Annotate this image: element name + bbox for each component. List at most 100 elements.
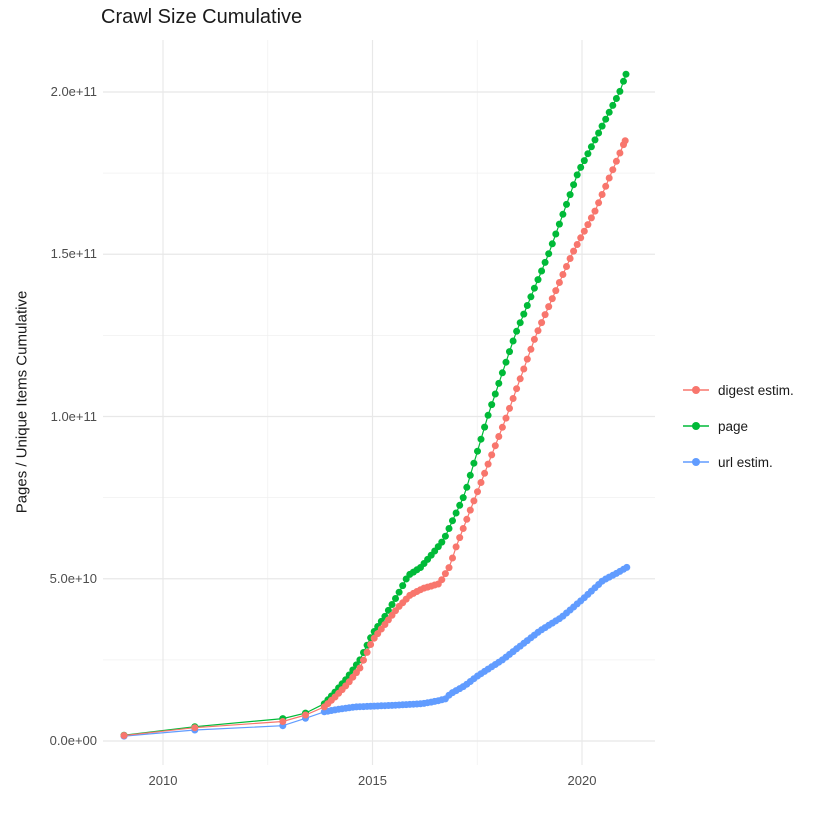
data-point-page bbox=[577, 163, 585, 171]
x-tick-label-2020: 2020 bbox=[567, 773, 597, 788]
data-point-digest-estim bbox=[481, 469, 489, 477]
data-point-page bbox=[573, 171, 581, 179]
data-point-digest-estim bbox=[459, 525, 467, 532]
data-point-page bbox=[470, 459, 478, 467]
data-point-digest-estim bbox=[509, 395, 517, 402]
legend: digest estim. page url estim. bbox=[683, 372, 794, 480]
legend-item-page: page bbox=[683, 408, 794, 444]
data-point-digest-estim bbox=[598, 191, 606, 198]
legend-label: digest estim. bbox=[718, 382, 794, 398]
legend-key-url-estim-icon bbox=[683, 458, 709, 466]
data-point-digest-estim bbox=[452, 543, 460, 551]
data-point-digest-estim bbox=[356, 664, 364, 672]
data-point-page bbox=[616, 87, 624, 95]
data-point-digest-estim bbox=[456, 534, 464, 542]
data-point-page bbox=[516, 319, 524, 327]
data-point-page bbox=[509, 337, 517, 345]
data-point-page bbox=[584, 150, 592, 158]
data-point-page bbox=[609, 101, 617, 109]
y-tick-label-5-0e-10: 5.0e+10 bbox=[49, 570, 97, 586]
data-point-page bbox=[566, 191, 574, 199]
data-point-page bbox=[459, 494, 467, 502]
data-point-page bbox=[559, 210, 567, 218]
data-point-digest-estim bbox=[566, 255, 574, 262]
data-point-page bbox=[591, 136, 599, 144]
data-point-digest-estim bbox=[516, 375, 524, 383]
data-point-digest-estim bbox=[538, 319, 546, 327]
data-point-digest-estim bbox=[527, 345, 535, 353]
data-point-digest-estim bbox=[616, 149, 624, 157]
data-point-page bbox=[587, 143, 595, 151]
data-point-digest-estim bbox=[279, 718, 287, 725]
chart-title: Crawl Size Cumulative bbox=[101, 6, 303, 28]
data-point-digest-estim bbox=[523, 355, 531, 363]
data-point-page bbox=[580, 157, 588, 165]
data-point-page bbox=[484, 411, 492, 419]
data-point-page bbox=[538, 267, 546, 275]
data-point-digest-estim bbox=[612, 157, 620, 165]
data-point-digest-estim bbox=[470, 497, 478, 505]
data-point-page bbox=[481, 423, 489, 431]
data-point-page bbox=[548, 240, 556, 248]
data-point-digest-estim bbox=[488, 451, 496, 459]
legend-item-digest-estim: digest estim. bbox=[683, 372, 794, 408]
data-point-page bbox=[520, 310, 528, 318]
data-point-digest-estim bbox=[466, 506, 474, 514]
x-tick-label-2010: 2010 bbox=[148, 773, 178, 788]
data-point-page bbox=[612, 95, 620, 102]
data-point-digest-estim bbox=[495, 433, 503, 440]
data-point-digest-estim bbox=[302, 711, 309, 719]
data-point-digest-estim bbox=[530, 335, 538, 343]
data-point-page bbox=[620, 77, 627, 85]
legend-label: page bbox=[718, 418, 749, 434]
y-tick-label-2-0e-11: 2.0e+11 bbox=[50, 84, 97, 99]
data-point-digest-estim bbox=[563, 263, 570, 270]
data-point-digest-estim bbox=[552, 287, 560, 295]
data-point-page bbox=[463, 483, 471, 491]
data-point-page bbox=[477, 435, 485, 443]
data-point-digest-estim bbox=[441, 570, 449, 578]
data-point-page bbox=[491, 390, 499, 398]
data-point-digest-estim bbox=[360, 656, 367, 664]
data-point-digest-estim bbox=[591, 207, 599, 215]
data-point-page bbox=[506, 348, 513, 356]
data-point-page bbox=[555, 220, 563, 228]
data-point-page bbox=[530, 284, 538, 292]
data-point-digest-estim bbox=[474, 488, 481, 496]
data-point-page bbox=[498, 369, 506, 377]
data-point-page bbox=[552, 230, 560, 238]
data-point-digest-estim bbox=[605, 174, 613, 182]
data-point-digest-estim bbox=[445, 564, 453, 572]
data-point-page bbox=[527, 293, 535, 301]
data-point-digest-estim bbox=[363, 648, 371, 656]
data-point-page bbox=[502, 358, 510, 366]
data-point-url-estim bbox=[623, 563, 631, 571]
data-point-page bbox=[563, 200, 570, 208]
y-tick-label-0-0e-00: 0.0e+00 bbox=[49, 733, 97, 748]
series-line-digest-estim bbox=[123, 140, 626, 737]
data-point-page bbox=[441, 532, 449, 540]
data-point-digest-estim bbox=[449, 554, 456, 562]
data-point-page bbox=[605, 108, 613, 116]
data-point-page bbox=[452, 509, 460, 517]
legend-key-digest-estim-icon bbox=[683, 386, 709, 394]
data-point-page bbox=[445, 525, 453, 532]
data-point-digest-estim bbox=[609, 166, 617, 174]
data-point-digest-estim bbox=[463, 515, 471, 523]
data-point-page bbox=[488, 401, 496, 409]
data-point-digest-estim bbox=[491, 442, 499, 450]
data-point-digest-estim bbox=[484, 460, 492, 468]
data-point-page bbox=[456, 501, 464, 509]
data-point-digest-estim bbox=[548, 295, 556, 303]
data-point-page bbox=[392, 595, 399, 602]
y-tick-label-1-5e-11: 1.5e+11 bbox=[50, 246, 97, 262]
data-point-digest-estim bbox=[498, 423, 506, 431]
data-point-digest-estim bbox=[559, 271, 567, 278]
series-digest-estim bbox=[120, 137, 629, 739]
data-point-page bbox=[523, 302, 531, 309]
legend-key-page-icon bbox=[683, 422, 709, 430]
data-point-digest-estim bbox=[506, 404, 513, 412]
data-point-page bbox=[595, 129, 603, 137]
data-point-page bbox=[474, 447, 481, 455]
